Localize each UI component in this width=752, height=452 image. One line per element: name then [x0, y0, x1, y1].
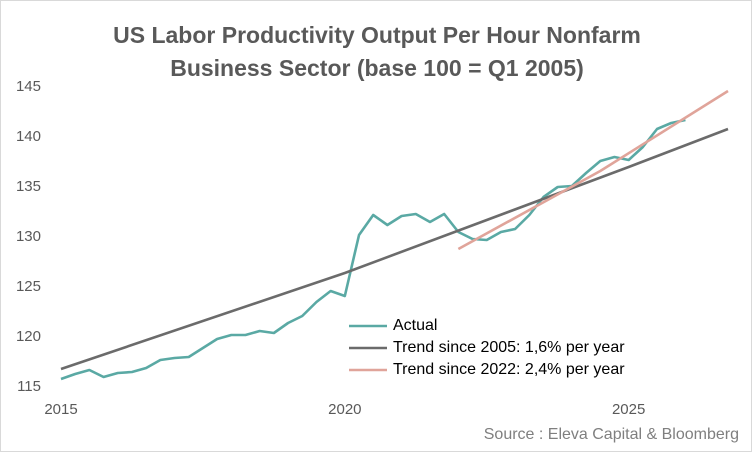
y-tick-label: 135 [16, 178, 41, 195]
y-tick-label: 120 [16, 328, 41, 345]
y-tick-label: 140 [16, 128, 41, 145]
series-line [60, 118, 686, 381]
y-tick-label: 115 [17, 378, 41, 395]
y-tick-label: 145 [16, 78, 41, 95]
legend-label: Actual [393, 317, 437, 334]
series-line [457, 89, 729, 251]
source-note: Source : Eleva Capital & Bloomberg [484, 426, 739, 443]
series-line [60, 127, 729, 371]
legend-label: Trend since 2005: 1,6% per year [393, 339, 625, 356]
x-tick-label: 2025 [612, 401, 645, 418]
legend-label: Trend since 2022: 2,4% per year [393, 361, 625, 378]
x-tick-label: 2015 [44, 401, 77, 418]
y-tick-label: 125 [16, 278, 41, 295]
y-tick-label: 130 [16, 228, 41, 245]
x-tick-label: 2020 [328, 401, 361, 418]
chart-title: US Labor Productivity Output Per Hour No… [113, 22, 641, 81]
